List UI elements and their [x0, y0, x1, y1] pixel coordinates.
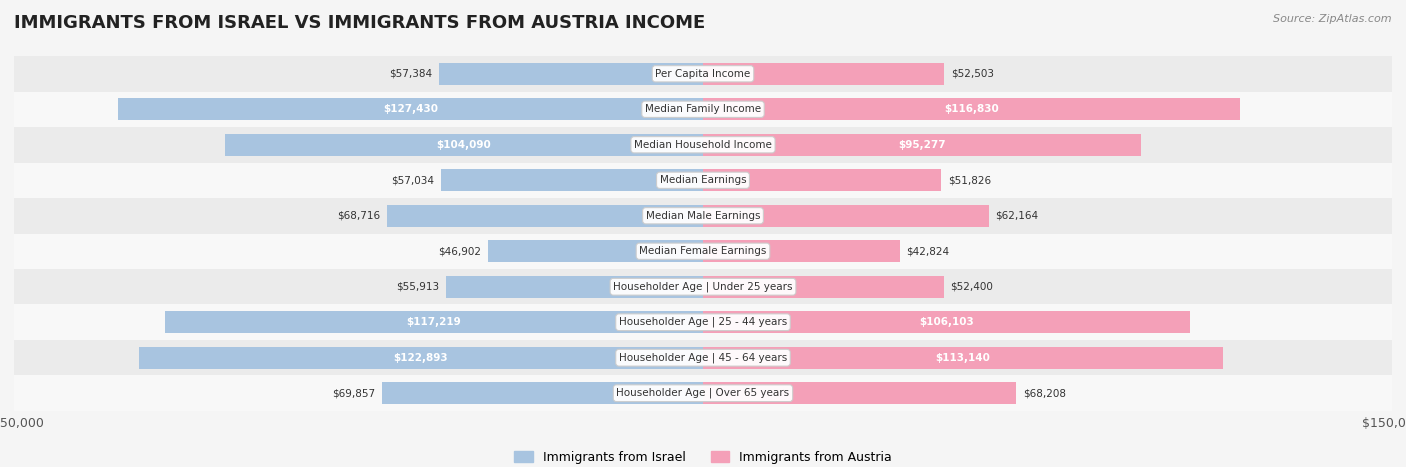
Bar — [703, 98, 1240, 120]
Text: $122,893: $122,893 — [394, 353, 449, 363]
Bar — [446, 276, 703, 298]
Text: $57,034: $57,034 — [391, 175, 434, 185]
Text: $52,400: $52,400 — [950, 282, 994, 292]
Bar — [703, 382, 1017, 404]
Text: Per Capita Income: Per Capita Income — [655, 69, 751, 79]
Bar — [703, 311, 1191, 333]
Bar — [14, 127, 1392, 163]
Text: Source: ZipAtlas.com: Source: ZipAtlas.com — [1274, 14, 1392, 24]
Bar — [14, 269, 1392, 304]
Text: Householder Age | 45 - 64 years: Householder Age | 45 - 64 years — [619, 353, 787, 363]
Text: $113,140: $113,140 — [935, 353, 990, 363]
Text: IMMIGRANTS FROM ISRAEL VS IMMIGRANTS FROM AUSTRIA INCOME: IMMIGRANTS FROM ISRAEL VS IMMIGRANTS FRO… — [14, 14, 706, 32]
Bar — [703, 169, 941, 191]
Text: $117,219: $117,219 — [406, 317, 461, 327]
Bar — [14, 92, 1392, 127]
Text: $51,826: $51,826 — [948, 175, 991, 185]
Text: Householder Age | Over 65 years: Householder Age | Over 65 years — [616, 388, 790, 398]
Bar — [139, 347, 703, 369]
Bar — [225, 134, 703, 156]
Bar — [14, 163, 1392, 198]
Text: $68,716: $68,716 — [337, 211, 381, 221]
Text: $95,277: $95,277 — [898, 140, 946, 150]
Bar — [703, 134, 1140, 156]
Bar — [165, 311, 703, 333]
Bar — [703, 63, 945, 85]
Bar — [703, 240, 900, 262]
Bar — [382, 382, 703, 404]
Text: $127,430: $127,430 — [382, 104, 437, 114]
Bar — [388, 205, 703, 227]
Text: Median Female Earnings: Median Female Earnings — [640, 246, 766, 256]
Bar — [14, 304, 1392, 340]
Text: $69,857: $69,857 — [332, 388, 375, 398]
Text: $55,913: $55,913 — [396, 282, 439, 292]
Legend: Immigrants from Israel, Immigrants from Austria: Immigrants from Israel, Immigrants from … — [509, 446, 897, 467]
Bar — [118, 98, 703, 120]
Text: Householder Age | Under 25 years: Householder Age | Under 25 years — [613, 282, 793, 292]
Text: $116,830: $116,830 — [943, 104, 998, 114]
Bar — [14, 56, 1392, 92]
Text: $57,384: $57,384 — [389, 69, 433, 79]
Bar — [14, 234, 1392, 269]
Bar — [441, 169, 703, 191]
Text: $104,090: $104,090 — [437, 140, 491, 150]
Text: $68,208: $68,208 — [1024, 388, 1066, 398]
Text: Median Earnings: Median Earnings — [659, 175, 747, 185]
Text: $46,902: $46,902 — [437, 246, 481, 256]
Text: Median Household Income: Median Household Income — [634, 140, 772, 150]
Text: $106,103: $106,103 — [920, 317, 974, 327]
Bar — [440, 63, 703, 85]
Bar — [14, 198, 1392, 234]
Text: $42,824: $42,824 — [907, 246, 949, 256]
Bar — [488, 240, 703, 262]
Text: Median Family Income: Median Family Income — [645, 104, 761, 114]
Bar — [14, 340, 1392, 375]
Bar — [14, 375, 1392, 411]
Text: Householder Age | 25 - 44 years: Householder Age | 25 - 44 years — [619, 317, 787, 327]
Text: $62,164: $62,164 — [995, 211, 1039, 221]
Text: Median Male Earnings: Median Male Earnings — [645, 211, 761, 221]
Bar — [703, 205, 988, 227]
Text: $52,503: $52,503 — [950, 69, 994, 79]
Bar — [703, 276, 943, 298]
Bar — [703, 347, 1223, 369]
